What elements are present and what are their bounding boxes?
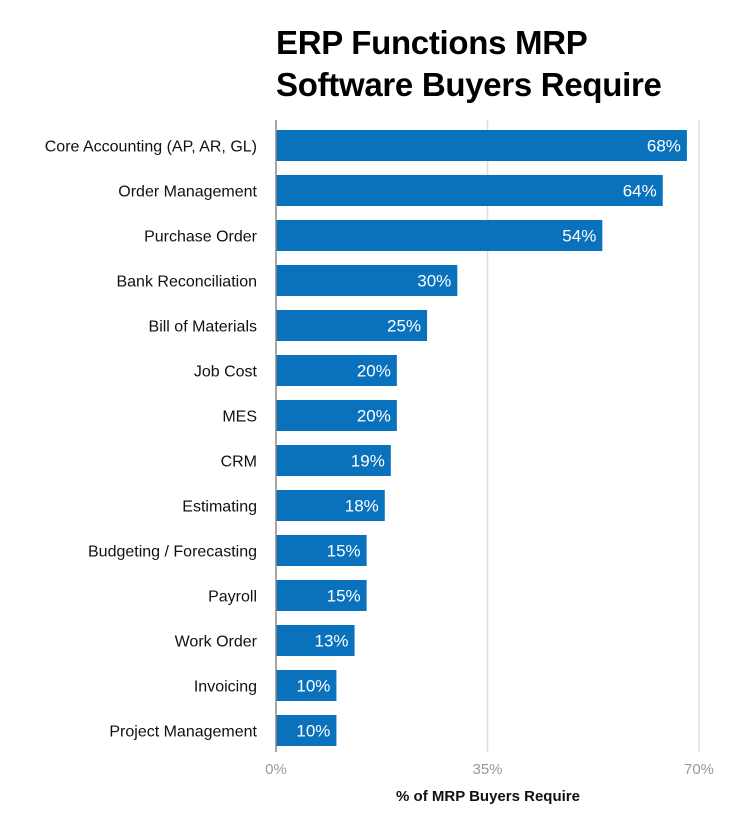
bar [276,715,337,746]
bar [276,355,397,386]
bar [276,535,367,566]
data-label: 25% [387,317,421,336]
data-label: 30% [417,272,451,291]
bar [276,265,458,296]
category-label: Order Management [118,184,257,201]
data-label: 68% [647,137,681,156]
data-label: 18% [345,497,379,516]
data-label: 20% [357,362,391,381]
category-label: Project Management [109,724,257,741]
category-label: CRM [221,454,257,471]
category-label: Core Accounting (AP, AR, GL) [45,139,257,156]
x-tick-label: 0% [265,761,287,778]
chart-title-line-2: Software Buyers Require [276,66,662,103]
x-tick-label: 70% [684,761,714,778]
bar [276,625,355,656]
category-label: Work Order [175,634,258,651]
bar [276,220,603,251]
category-label: Estimating [182,499,257,516]
bar [276,580,367,611]
bar [276,670,337,701]
x-tick-label: 35% [472,761,502,778]
bar [276,445,391,476]
data-label: 64% [623,182,657,201]
data-label: 54% [562,227,596,246]
data-label: 15% [327,587,361,606]
category-label: Bill of Materials [149,319,257,336]
category-label: Payroll [208,589,257,606]
data-label: 10% [296,722,330,741]
category-label: MES [222,409,257,426]
bar [276,175,663,206]
x-axis-label: % of MRP Buyers Require [396,788,580,805]
category-label: Bank Reconciliation [116,274,257,291]
data-label: 13% [315,632,349,651]
chart-title-line-1: ERP Functions MRP [276,24,588,61]
data-label: 15% [327,542,361,561]
category-label: Purchase Order [144,229,258,246]
category-label: Invoicing [194,679,257,696]
data-label: 19% [351,452,385,471]
bar [276,130,687,161]
bar [276,400,397,431]
bar [276,490,385,521]
category-label: Job Cost [194,364,258,381]
category-label: Budgeting / Forecasting [88,544,257,561]
bar [276,310,428,341]
chart-title: ERP Functions MRP Software Buyers Requir… [276,22,736,106]
data-label: 10% [296,677,330,696]
data-label: 20% [357,407,391,426]
